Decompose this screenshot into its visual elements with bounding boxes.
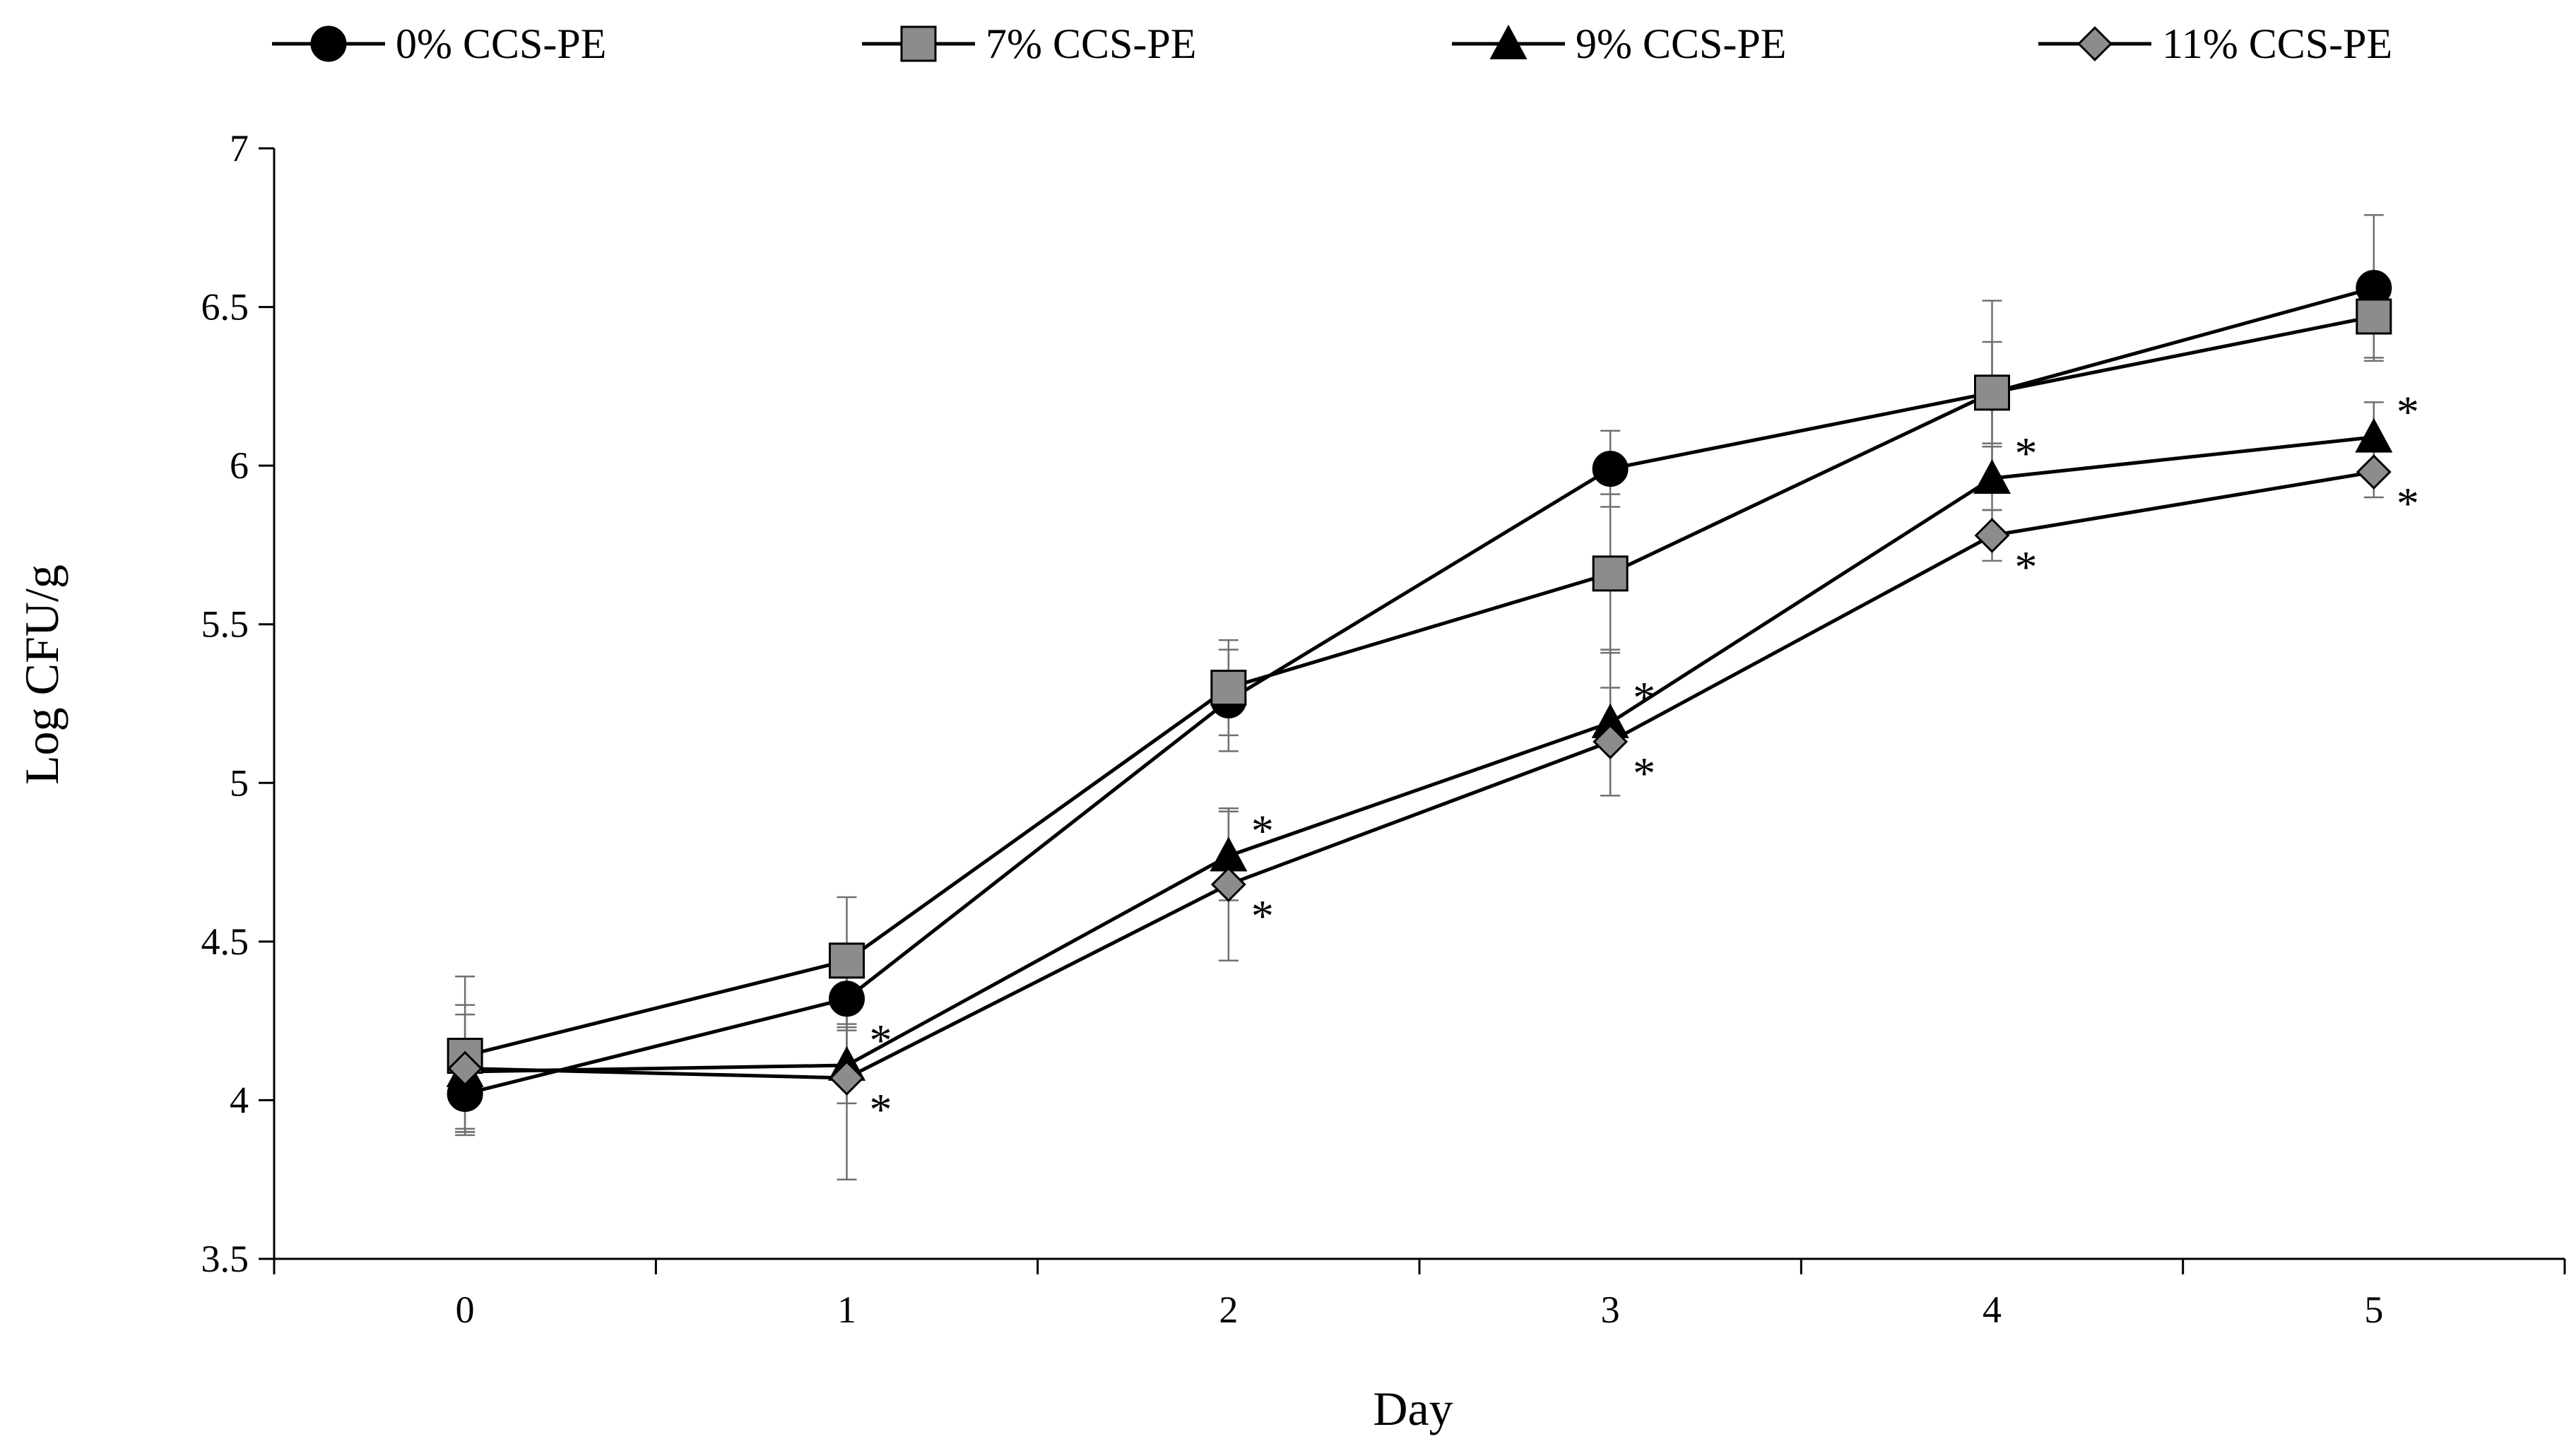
y-tick-label: 5.5 <box>201 603 249 646</box>
significance-asterisk-9-ccs-pe: * <box>2397 387 2419 437</box>
y-tick-label: 4.5 <box>201 920 249 963</box>
significance-asterisk-9-ccs-pe: * <box>870 1015 892 1065</box>
data-point-7-ccs-pe <box>1592 555 1629 592</box>
data-point-11-ccs-pe <box>447 1050 483 1086</box>
data-point-7-ccs-pe <box>1210 670 1247 706</box>
y-axis-title: Log CFU/g <box>15 564 69 785</box>
legend-label-11-ccs-pe: 11% CCS-PE <box>2162 20 2392 67</box>
legend-marker-11-ccs-pe <box>2077 26 2113 61</box>
data-point-11-ccs-pe <box>2356 454 2392 490</box>
x-tick-label: 1 <box>837 1289 856 1331</box>
data-point-7-ccs-pe <box>1974 374 2010 411</box>
y-tick-label: 5 <box>230 762 249 804</box>
series-line-7-ccs-pe <box>464 314 2375 1058</box>
x-tick-label: 5 <box>2364 1289 2383 1331</box>
y-tick-label: 6 <box>230 444 249 487</box>
plot-area: 3.5 4 4.5 5 5.5 6 6.5 7 0 1 2 3 4 5 * * * * * * * * * * <box>201 127 2566 1331</box>
x-tick-label: 4 <box>1983 1289 2002 1331</box>
data-point-9-ccs-pe <box>2355 417 2393 453</box>
x-tick-label: 2 <box>1219 1289 1238 1331</box>
significance-asterisk-9-ccs-pe: * <box>2015 428 2038 478</box>
significance-asterisk-9-ccs-pe: * <box>1251 806 1274 856</box>
data-point-11-ccs-pe <box>829 1060 865 1096</box>
y-tick-label: 3.5 <box>201 1238 249 1280</box>
significance-asterisk-11-ccs-pe: * <box>1633 748 1655 798</box>
series-markers <box>446 270 2393 1112</box>
significance-asterisk-11-ccs-pe: * <box>2397 478 2419 528</box>
series-lines <box>464 286 2375 1096</box>
data-point-0-ccs-pe <box>829 981 865 1017</box>
y-tick-label: 4 <box>230 1079 249 1121</box>
data-point-9-ccs-pe <box>1210 836 1248 872</box>
legend-marker-9-ccs-pe <box>1489 24 1528 59</box>
legend: 0% CCS-PE 7% CCS-PE 9% CCS-PE 11% CCS-PE <box>272 20 2392 67</box>
data-point-11-ccs-pe <box>1593 723 1629 759</box>
data-point-0-ccs-pe <box>1592 451 1629 487</box>
legend-label-0-ccs-pe: 0% CCS-PE <box>396 20 606 67</box>
significance-markers: * * * * * * * * * * <box>870 387 2419 1135</box>
significance-asterisk-11-ccs-pe: * <box>1251 891 1274 941</box>
legend-label-9-ccs-pe: 9% CCS-PE <box>1576 20 1786 67</box>
x-tick-label: 0 <box>456 1289 475 1331</box>
data-point-9-ccs-pe <box>1973 458 2011 494</box>
x-tick-label: 3 <box>1601 1289 1620 1331</box>
series-line-0-ccs-pe <box>464 286 2375 1096</box>
legend-marker-7-ccs-pe <box>900 25 937 62</box>
error-bars <box>455 214 2384 1180</box>
axes: 3.5 4 4.5 5 5.5 6 6.5 7 0 1 2 3 4 5 <box>201 127 2566 1331</box>
series-line-9-ccs-pe <box>465 435 2375 1074</box>
y-tick-label: 7 <box>230 127 249 170</box>
significance-asterisk-9-ccs-pe: * <box>1633 673 1655 723</box>
data-point-7-ccs-pe <box>2356 298 2392 335</box>
data-point-11-ccs-pe <box>1210 867 1246 902</box>
significance-asterisk-11-ccs-pe: * <box>870 1084 892 1135</box>
data-point-11-ccs-pe <box>1974 518 2010 553</box>
data-point-7-ccs-pe <box>829 942 865 979</box>
legend-marker-0-ccs-pe <box>310 25 347 62</box>
series-line-11-ccs-pe <box>465 470 2375 1080</box>
x-axis-title: Day <box>1373 1382 1453 1435</box>
y-tick-label: 6.5 <box>201 286 249 328</box>
legend-label-7-ccs-pe: 7% CCS-PE <box>986 20 1196 67</box>
significance-asterisk-11-ccs-pe: * <box>2015 542 2038 592</box>
